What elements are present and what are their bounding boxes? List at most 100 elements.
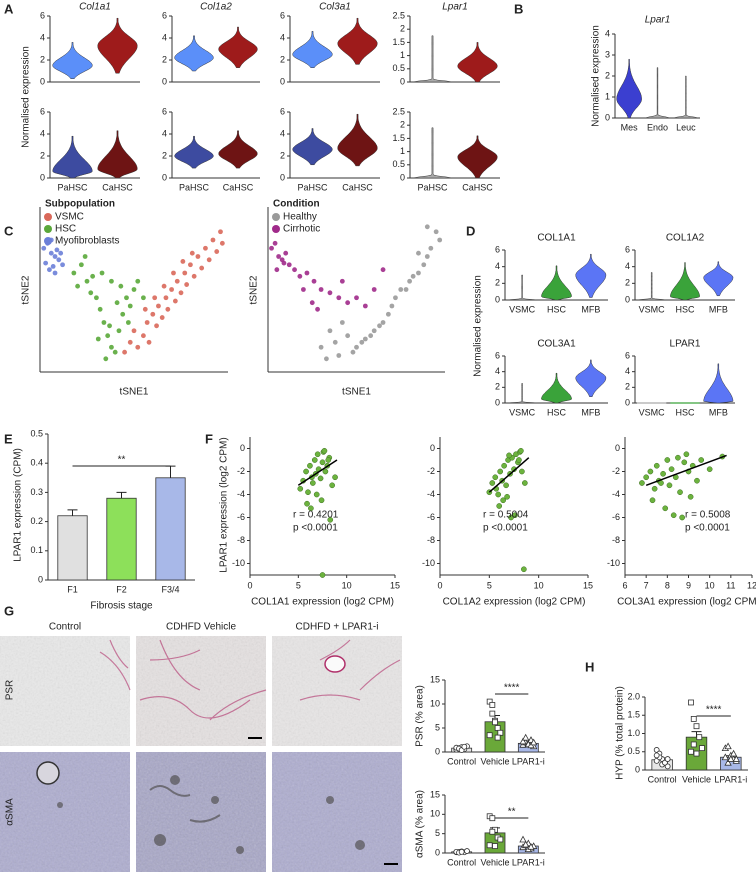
y-tick-label: 0 (162, 76, 167, 86)
fibre (99, 639, 131, 691)
x-tick-label: 6 (622, 580, 627, 590)
legend-label: Myofibroblasts (55, 236, 119, 247)
point (214, 249, 220, 254)
point (142, 306, 148, 312)
point (324, 356, 329, 362)
x-tick-label: VSMC (639, 304, 666, 314)
violin (507, 383, 538, 404)
x-tick-label: 15 (583, 580, 593, 590)
violin (97, 130, 138, 179)
y-axis-label: HYP (% total protein) (615, 686, 626, 780)
bar (106, 497, 137, 581)
point (318, 287, 324, 292)
point (43, 260, 49, 266)
y-tick-label: 0 (605, 112, 610, 122)
x-tick-label: MFB (581, 407, 600, 417)
point (60, 262, 65, 268)
point (144, 320, 150, 325)
point (307, 462, 313, 469)
error-bar (67, 509, 78, 516)
x-tick-label: 11 (726, 580, 735, 590)
x-tick-label: LPAR1-i (512, 857, 545, 867)
data-point (696, 734, 703, 741)
point (424, 254, 430, 259)
point (169, 287, 175, 292)
point (496, 503, 503, 509)
chart-title: Col3a1 (319, 2, 351, 13)
violin (673, 75, 699, 119)
y-tick-label: 0 (40, 172, 45, 182)
point (97, 306, 103, 312)
point (501, 462, 507, 469)
data-point (519, 835, 527, 843)
y-tick-label: -8 (427, 535, 435, 545)
point (506, 452, 512, 459)
x-tick-label: 15 (390, 580, 400, 590)
panel-label: A (4, 1, 14, 16)
x-tick-label: 0 (437, 580, 442, 590)
data-point (497, 836, 504, 843)
panel-label: D (466, 223, 475, 238)
y-tick-label: 6 (625, 350, 630, 360)
point (377, 323, 382, 329)
x-axis-label: COL1A1 expression (log2 CPM) (251, 597, 394, 608)
point (219, 240, 225, 246)
chart-title: Lpar1 (442, 2, 468, 13)
violin (52, 42, 93, 79)
point (313, 491, 320, 498)
asma-stain (57, 775, 365, 854)
point (325, 457, 332, 463)
y-tick-label: 0 (495, 294, 500, 304)
row-label: αSMA (5, 798, 16, 826)
violin (703, 261, 734, 297)
y-tick-label: 0 (615, 443, 620, 453)
y-tick-label: -6 (612, 512, 620, 522)
y-tick-label: 2 (280, 54, 285, 64)
column-label: CDHFD Vehicle (166, 622, 236, 633)
point (319, 572, 326, 578)
point (410, 273, 416, 279)
point (403, 287, 409, 292)
y-tick-label: 0 (162, 172, 167, 182)
point (195, 254, 201, 259)
point (398, 287, 404, 292)
stain (149, 785, 221, 823)
point (393, 295, 398, 301)
y-tick-label: 4 (495, 366, 500, 376)
y-tick-label: 2.5 (392, 106, 405, 116)
y-tick-label: 0 (430, 443, 435, 453)
violin (292, 128, 333, 166)
x-tick-label: LPAR1-i (714, 774, 747, 784)
legend-title: Condition (273, 199, 320, 210)
annotation: r = 0.5008 (685, 510, 731, 521)
chart-title: Lpar1 (645, 15, 671, 26)
point (184, 282, 190, 287)
point (82, 254, 88, 259)
y-tick-label: -2 (612, 466, 620, 476)
point (359, 339, 365, 345)
x-tick-label: HSC (547, 304, 567, 314)
x-tick-label: 0 (247, 580, 252, 590)
point (651, 485, 658, 492)
data-point (688, 699, 694, 706)
violin (507, 274, 538, 301)
data-point (521, 733, 530, 741)
column-label: CDHFD + LPAR1-i (296, 622, 379, 633)
y-tick-label: 3 (605, 49, 610, 59)
legend-swatch (44, 213, 52, 221)
y-tick-label: 2 (625, 278, 630, 288)
point (687, 493, 694, 500)
vessel (324, 655, 346, 673)
x-tick-label: MFB (581, 304, 600, 314)
point (666, 482, 673, 489)
point (78, 262, 84, 268)
image-texture (0, 752, 130, 872)
violin (616, 58, 642, 119)
legend-swatch (272, 225, 280, 233)
y-tick-label: 6 (162, 106, 167, 116)
data-point (699, 745, 705, 751)
point (182, 270, 188, 276)
violin (541, 372, 572, 404)
image-texture (272, 752, 402, 872)
y-axis-label: Normalised expression (21, 46, 32, 148)
